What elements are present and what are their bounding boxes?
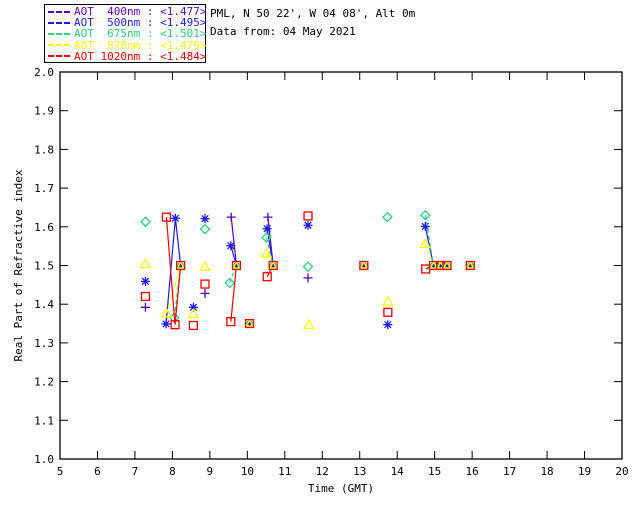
svg-text:12: 12 (316, 465, 329, 478)
station-header: PML, N 50 22', W 04 08', Alt 0m (210, 7, 416, 20)
series-AOT-870nm (139, 238, 435, 330)
legend-label: AOT 500nm : <1.495> (74, 16, 207, 30)
svg-text:1.1: 1.1 (34, 414, 54, 427)
plot-frame (59, 71, 623, 460)
svg-text:8: 8 (169, 465, 176, 478)
x-axis: 5 6 7 8 9 10 11 12 13 14 15 16 17 18 19 20 (57, 72, 629, 478)
svg-text:1.7: 1.7 (34, 182, 54, 195)
axis-titles: Time (GMT) Real Part of Refractive index (12, 169, 374, 495)
svg-text:18: 18 (540, 465, 553, 478)
svg-text:2.0: 2.0 (34, 66, 54, 79)
svg-text:17: 17 (503, 465, 516, 478)
legend-dash-icon (48, 21, 70, 24)
legend-label: AOT 870nm : <1.479> (74, 38, 207, 52)
legend-row: AOT 870nm : <1.479> (48, 38, 207, 52)
date-header: Data from: 04 May 2021 (210, 25, 356, 38)
legend-label: AOT 1020nm : <1.484> (74, 49, 207, 63)
legend-row: AOT 400nm : <1.477> (48, 5, 207, 19)
legend-dash-icon (48, 10, 70, 13)
svg-text:7: 7 (132, 465, 139, 478)
legend-dash-icon (48, 44, 70, 47)
svg-text:19: 19 (578, 465, 591, 478)
y-axis: 1.0 1.1 1.2 1.3 1.4 1.5 1.6 1.7 1.8 1.9 2.0 (34, 66, 622, 466)
svg-text:10: 10 (241, 465, 254, 478)
overlap-markers (176, 260, 475, 329)
legend-label: AOT 400nm : <1.477> (74, 5, 207, 19)
svg-text:15: 15 (428, 465, 441, 478)
series-AOT-500nm (140, 213, 435, 330)
svg-text:13: 13 (353, 465, 366, 478)
legend-row: AOT 500nm : <1.495> (48, 16, 207, 30)
legend-dash-icon (48, 55, 70, 58)
svg-text:5: 5 (57, 465, 64, 478)
svg-text:14: 14 (391, 465, 405, 478)
svg-text:1.8: 1.8 (34, 143, 54, 156)
legend-row: AOT 675nm : <1.501> (48, 27, 207, 41)
series-AOT-400nm (140, 212, 313, 312)
svg-text:20: 20 (615, 465, 628, 478)
y-axis-title: Real Part of Refractive index (12, 169, 25, 361)
svg-text:1.3: 1.3 (34, 337, 54, 350)
x-axis-title: Time (GMT) (308, 482, 374, 495)
svg-text:1.6: 1.6 (34, 221, 54, 234)
legend-row: AOT 1020nm : <1.484> (48, 49, 207, 63)
svg-text:1.5: 1.5 (34, 260, 54, 273)
legend-label: AOT 675nm : <1.501> (74, 27, 207, 41)
svg-text:16: 16 (466, 465, 479, 478)
series-AOT-675nm (140, 209, 435, 324)
svg-text:6: 6 (94, 465, 101, 478)
svg-text:1.4: 1.4 (34, 298, 54, 311)
svg-text:1.0: 1.0 (34, 453, 54, 466)
legend-dash-icon (48, 32, 70, 35)
svg-text:9: 9 (207, 465, 214, 478)
series-AOT-1020nm (140, 211, 448, 331)
svg-text:11: 11 (278, 465, 291, 478)
legend-box: AOT 400nm : <1.477> AOT 500nm : <1.495> … (44, 4, 206, 63)
svg-text:1.9: 1.9 (34, 105, 54, 118)
svg-text:1.2: 1.2 (34, 376, 54, 389)
